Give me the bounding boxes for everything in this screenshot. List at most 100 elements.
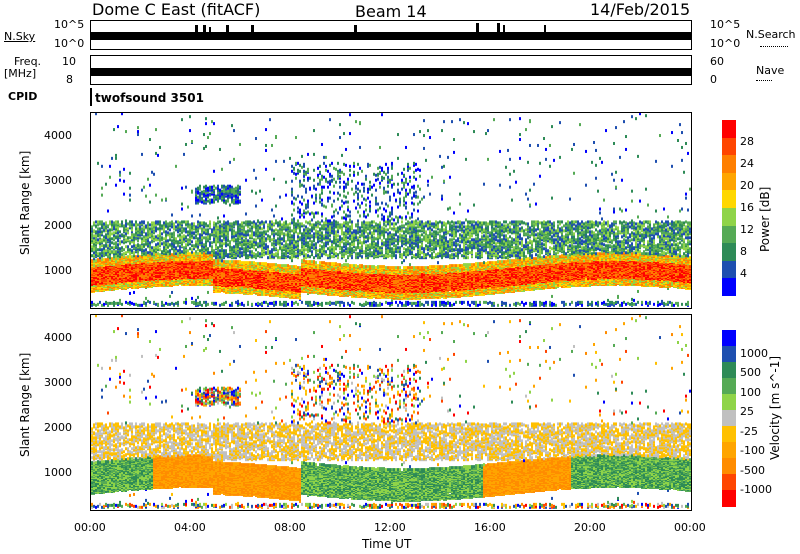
heatmap-cell	[145, 251, 147, 254]
heatmap-cell	[273, 304, 275, 307]
heatmap-cell	[243, 250, 245, 253]
heatmap-cell	[97, 252, 99, 255]
heatmap-cell	[213, 122, 215, 125]
heatmap-cell	[219, 224, 221, 227]
heatmap-cell	[93, 221, 95, 224]
heatmap-cell	[201, 241, 203, 244]
heatmap-cell	[273, 229, 275, 232]
heatmap-cell	[151, 249, 153, 252]
heatmap-cell	[275, 232, 277, 235]
heatmap-cell	[95, 234, 97, 237]
heatmap-cell	[235, 201, 237, 204]
heatmap-cell	[103, 235, 105, 238]
heatmap-cell	[261, 227, 263, 230]
heatmap-cell	[243, 221, 245, 224]
heatmap-cell	[151, 171, 153, 174]
heatmap-cell	[233, 188, 235, 191]
heatmap-cell	[231, 189, 233, 192]
heatmap-cell	[207, 224, 209, 227]
heatmap-cell	[131, 220, 133, 223]
heatmap-cell	[237, 242, 239, 245]
heatmap-cell	[215, 239, 217, 242]
heatmap-cell	[171, 291, 173, 294]
heatmap-cell	[169, 295, 171, 298]
heatmap-cell	[245, 212, 247, 215]
heatmap-cell	[271, 302, 273, 305]
heatmap-cell	[177, 252, 179, 255]
heatmap-cell	[211, 199, 213, 202]
heatmap-cell	[105, 229, 107, 232]
heatmap-cell	[107, 224, 109, 227]
heatmap-cell	[177, 223, 179, 226]
heatmap-cell	[111, 302, 113, 305]
heatmap-cell	[95, 224, 97, 227]
heatmap-cell	[267, 227, 269, 230]
heatmap-cell	[163, 230, 165, 233]
heatmap-cell	[265, 220, 267, 223]
heatmap-cell	[223, 220, 225, 223]
heatmap-cell	[129, 248, 131, 251]
heatmap-cell	[153, 246, 155, 249]
heatmap-cell	[99, 245, 101, 248]
heatmap-cell	[129, 172, 131, 175]
heatmap-cell	[93, 240, 95, 243]
heatmap-cell	[239, 186, 241, 189]
heatmap-cell	[131, 255, 133, 258]
heatmap-cell	[99, 227, 101, 230]
heatmap-cell	[141, 248, 143, 251]
heatmap-cell	[227, 243, 229, 246]
heatmap-cell	[167, 225, 169, 228]
heatmap-cell	[167, 231, 169, 234]
heatmap-cell	[271, 228, 273, 231]
heatmap-cell	[251, 261, 253, 264]
heatmap-cell	[277, 221, 279, 224]
heatmap-cell	[255, 238, 257, 241]
heatmap-cell	[131, 249, 133, 252]
heatmap-cell	[141, 153, 143, 156]
heatmap-cell	[185, 243, 187, 246]
heatmap-cell	[175, 220, 177, 223]
heatmap-cell	[213, 221, 215, 224]
heatmap-cell	[263, 230, 265, 233]
heatmap-cell	[241, 251, 243, 254]
heatmap-cell	[187, 230, 189, 233]
heatmap-cell	[223, 242, 225, 245]
power-heatmap	[91, 113, 691, 308]
heatmap-cell	[153, 173, 155, 176]
heatmap-cell	[119, 179, 121, 182]
heatmap-cell	[211, 245, 213, 248]
heatmap-cell	[207, 187, 209, 190]
heatmap-cell	[127, 245, 129, 248]
heatmap-cell	[261, 231, 263, 234]
heatmap-cell	[205, 301, 207, 304]
heatmap-cell	[259, 303, 261, 306]
heatmap-cell	[209, 132, 211, 135]
heatmap-cell	[147, 254, 149, 257]
heatmap-cell	[191, 248, 193, 251]
heatmap-cell	[203, 186, 205, 189]
heatmap-cell	[269, 254, 271, 257]
heatmap-cell	[203, 133, 205, 136]
heatmap-cell	[223, 190, 225, 193]
heatmap-cell	[255, 225, 257, 228]
heatmap-cell	[251, 190, 253, 193]
heatmap-cell	[229, 204, 231, 207]
heatmap-cell	[171, 247, 173, 250]
heatmap-cell	[269, 220, 271, 223]
heatmap-cell	[101, 230, 103, 233]
heatmap-cell	[237, 260, 239, 263]
heatmap-cell	[269, 250, 271, 253]
heatmap-cell	[97, 220, 99, 223]
heatmap-cell	[197, 199, 199, 202]
heatmap-cell	[143, 228, 145, 231]
heatmap-cell	[239, 241, 241, 244]
heatmap-cell	[109, 237, 111, 240]
heatmap-cell	[259, 231, 261, 234]
heatmap-cell	[265, 230, 267, 233]
heatmap-cell	[211, 186, 213, 189]
heatmap-cell	[149, 223, 151, 226]
heatmap-cell	[225, 229, 227, 232]
heatmap-cell	[117, 243, 119, 246]
heatmap-cell	[257, 224, 259, 227]
heatmap-cell	[143, 220, 145, 223]
